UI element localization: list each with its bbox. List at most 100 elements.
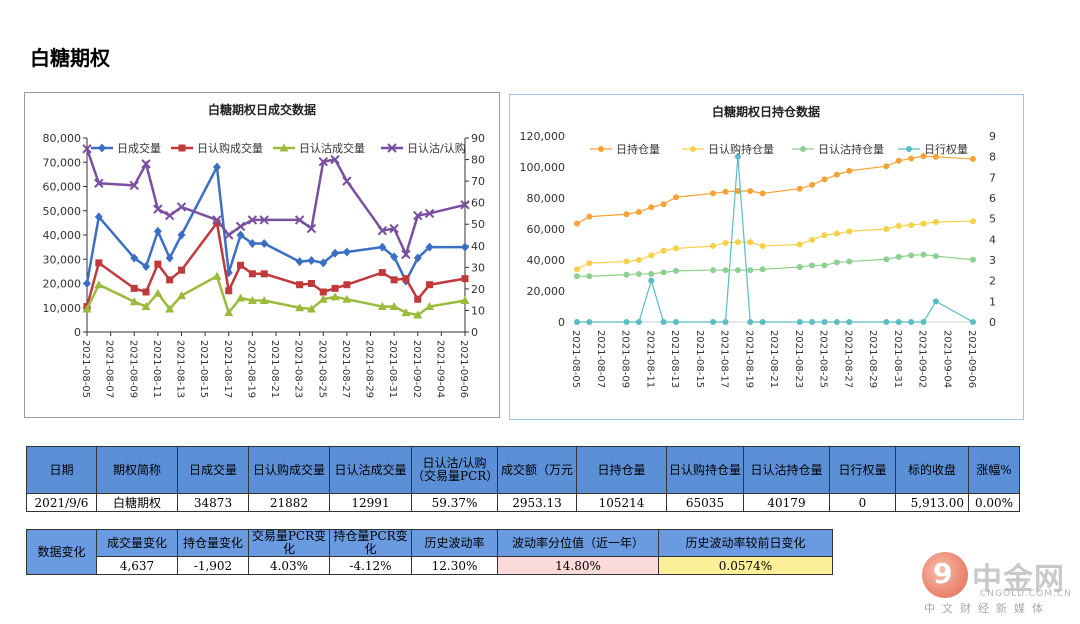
change-header-cell: 持仓量PCR变化: [329, 529, 412, 557]
daily-volume-chart: 白糖期权日成交数据 0 10,000 20,000 30,000 40,000 50,000…: [24, 92, 500, 418]
summary-header-cell: 涨幅%: [968, 446, 1020, 494]
series-1-point: [908, 222, 915, 229]
x-tick-label: 2021-08-31: [892, 330, 903, 388]
series-2-point: [259, 295, 269, 304]
series-3-point: [460, 200, 470, 210]
data-change-header-row: 数据变化 成交量变化 持仓量变化 交易量PCR变化 持仓量PCR变化 历史波动率 波动率分…: [26, 529, 833, 575]
series-0-point: [710, 190, 717, 197]
series-1-point: [213, 219, 221, 227]
summary-value-cell: 12991: [329, 493, 412, 512]
series-0-point: [342, 247, 351, 257]
summary-value-cell: 40179: [743, 493, 830, 512]
series-0-point: [759, 190, 766, 197]
series-0-point: [307, 255, 316, 265]
x-tick-label: 2021-08-05: [570, 330, 581, 388]
series-0-point: [331, 248, 340, 258]
x-tick-label: 2021-08-13: [669, 330, 680, 388]
series-3-point: [294, 215, 305, 225]
right-tick-label: 6: [989, 192, 996, 205]
series-3-point: [212, 215, 222, 225]
series-3-point: [306, 223, 317, 234]
series-3-point: [82, 144, 92, 154]
series-3-point: [176, 202, 187, 212]
summary-header-cell: 日成交量: [177, 446, 249, 494]
series-2-point: [165, 304, 175, 313]
legend-label: 日持仓量: [616, 142, 660, 156]
change-header-cell: 波动率分位值（近一年）: [497, 529, 659, 557]
daily-summary-table: 日期 期权简称 日成交量 日认购成交量 日认沽成交量 日认沽/认购（交易量PCR） 成交额（…: [26, 446, 1020, 512]
change-value-cell: -1,902: [177, 556, 249, 575]
series-1-point: [414, 295, 422, 303]
series-3-point: [574, 319, 580, 325]
change-value-cell: 0.0574%: [658, 556, 833, 575]
x-tick-label: 2021-09-04: [434, 340, 445, 398]
series-2-point: [574, 273, 580, 280]
series-0-point: [260, 238, 269, 248]
right-tick-label: 50: [471, 218, 485, 231]
series-1-point: [178, 266, 185, 274]
series-2-point: [586, 273, 593, 280]
series-0-point: [673, 194, 679, 201]
series-0-point: [932, 153, 939, 160]
left-tick-label: 120,000: [520, 130, 566, 143]
series-3-point: [970, 319, 976, 325]
left-tick-label: 10,000: [43, 302, 82, 315]
series-line-3: [85, 148, 466, 258]
series-0-point: [623, 211, 630, 218]
chart-title: 白糖期权日成交数据: [208, 102, 316, 117]
series-1-point: [722, 239, 729, 246]
series-1-point: [759, 243, 766, 250]
x-tick-label: 2021-09-06: [458, 340, 469, 398]
x-tick-label: 2021-09-02: [917, 330, 928, 388]
series-1-point: [95, 259, 103, 267]
series-3-point: [389, 223, 399, 234]
series-2-point: [883, 256, 890, 263]
legend-swatch-marker: [279, 143, 289, 152]
series-1-point: [237, 261, 245, 269]
series-1-point: [142, 288, 150, 296]
data-change-table: 数据变化 成交量变化 持仓量变化 交易量PCR变化 持仓量PCR变化 历史波动率 波动率分…: [26, 529, 833, 575]
summary-value-cell: 0: [829, 493, 896, 512]
summary-header-cell: 日认购持仓量: [666, 446, 744, 494]
series-2-point: [425, 302, 435, 311]
x-tick-label: 2021-08-19: [743, 330, 754, 388]
legend-swatch-marker: [598, 146, 604, 152]
series-0-point: [648, 204, 655, 211]
series-3-point: [722, 319, 729, 325]
series-2-point: [734, 267, 741, 274]
series-1-point: [378, 269, 386, 277]
series-0-point: [821, 176, 828, 183]
legend-swatch-marker: [800, 146, 806, 152]
change-header-cell: 成交量变化: [96, 529, 178, 557]
series-1-point: [970, 218, 976, 225]
series-3-point: [318, 157, 328, 167]
change-header-cell: 历史波动率: [411, 529, 498, 557]
series-2-point: [660, 269, 667, 276]
summary-value-cell: 2953.13: [497, 493, 577, 512]
series-0-point: [734, 188, 741, 195]
right-tick-label: 2: [989, 275, 996, 288]
summary-value-cell: 0.00%: [968, 493, 1020, 512]
series-2-point: [846, 258, 853, 265]
series-0-point: [908, 155, 915, 162]
series-3-point: [747, 319, 754, 325]
right-tick-label: 9: [989, 130, 996, 143]
legend-swatch-marker: [387, 143, 397, 153]
left-tick-label: 60,000: [527, 223, 566, 236]
series-line-3: [577, 156, 974, 323]
right-tick-label: 7: [989, 171, 996, 184]
summary-value-cell: 5,913.00: [895, 493, 969, 512]
series-0-point: [295, 257, 304, 267]
left-tick-label: 80,000: [527, 192, 566, 205]
logo-name-cn: 中金网: [972, 562, 1065, 597]
series-0-point: [248, 238, 257, 248]
right-tick-label: 80: [471, 154, 485, 167]
series-1-point: [343, 281, 351, 289]
x-tick-label: 2021-08-17: [719, 330, 730, 388]
series-1-point: [660, 247, 667, 254]
series-2-point: [635, 270, 642, 277]
series-3-point: [908, 319, 915, 325]
x-tick-label: 2021-08-13: [175, 340, 186, 398]
series-1-point: [586, 260, 593, 267]
series-0-point: [920, 153, 927, 160]
